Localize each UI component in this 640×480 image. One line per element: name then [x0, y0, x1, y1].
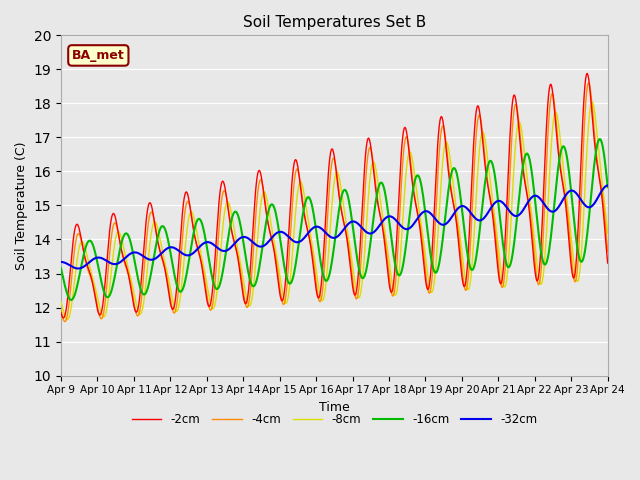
-2cm: [202, 287, 209, 293]
X-axis label: Time: Time: [319, 401, 349, 414]
-2cm: [434, 143, 442, 149]
-8cm: [178, 282, 186, 288]
-2cm: [60, 315, 67, 321]
-32cm: [434, 219, 442, 225]
-2cm: [57, 310, 65, 316]
-2cm: [554, 150, 562, 156]
Legend: -2cm, -4cm, -8cm, -16cm, -32cm: -2cm, -4cm, -8cm, -16cm, -32cm: [127, 408, 542, 431]
-2cm: [604, 260, 612, 266]
Line: -8cm: -8cm: [61, 102, 608, 320]
-8cm: [604, 230, 612, 236]
-4cm: [61, 319, 68, 324]
-32cm: [202, 240, 209, 245]
-4cm: [327, 170, 335, 176]
-16cm: [434, 267, 442, 273]
-2cm: [327, 150, 335, 156]
-4cm: [202, 281, 209, 287]
-8cm: [202, 272, 209, 278]
-32cm: [178, 250, 186, 256]
-4cm: [585, 80, 593, 86]
Line: -16cm: -16cm: [61, 139, 608, 300]
-32cm: [380, 217, 388, 223]
-4cm: [604, 249, 612, 254]
-2cm: [178, 218, 186, 224]
-16cm: [202, 235, 209, 241]
-4cm: [57, 308, 65, 313]
-16cm: [327, 266, 335, 272]
-4cm: [380, 229, 388, 235]
-16cm: [380, 184, 388, 190]
Line: -2cm: -2cm: [61, 73, 608, 318]
Y-axis label: Soil Temperature (C): Soil Temperature (C): [15, 141, 28, 270]
-4cm: [178, 244, 186, 250]
-16cm: [604, 184, 612, 190]
-8cm: [554, 120, 562, 126]
-16cm: [57, 265, 65, 271]
-8cm: [327, 220, 335, 226]
-32cm: [554, 204, 562, 210]
Line: -4cm: -4cm: [61, 83, 608, 322]
-16cm: [554, 164, 562, 169]
-8cm: [63, 317, 71, 323]
-4cm: [434, 176, 442, 182]
-32cm: [604, 182, 612, 188]
-32cm: [75, 265, 83, 271]
Text: BA_met: BA_met: [72, 49, 125, 62]
-16cm: [178, 288, 186, 294]
-4cm: [554, 143, 562, 149]
-32cm: [57, 259, 65, 265]
-8cm: [434, 237, 442, 243]
-2cm: [380, 233, 388, 239]
-32cm: [327, 234, 335, 240]
-16cm: [67, 297, 75, 303]
-8cm: [588, 99, 596, 105]
-8cm: [57, 299, 65, 305]
Line: -32cm: -32cm: [61, 185, 608, 268]
-2cm: [583, 71, 591, 76]
Title: Soil Temperatures Set B: Soil Temperatures Set B: [243, 15, 426, 30]
-16cm: [596, 136, 604, 142]
-8cm: [380, 221, 388, 227]
